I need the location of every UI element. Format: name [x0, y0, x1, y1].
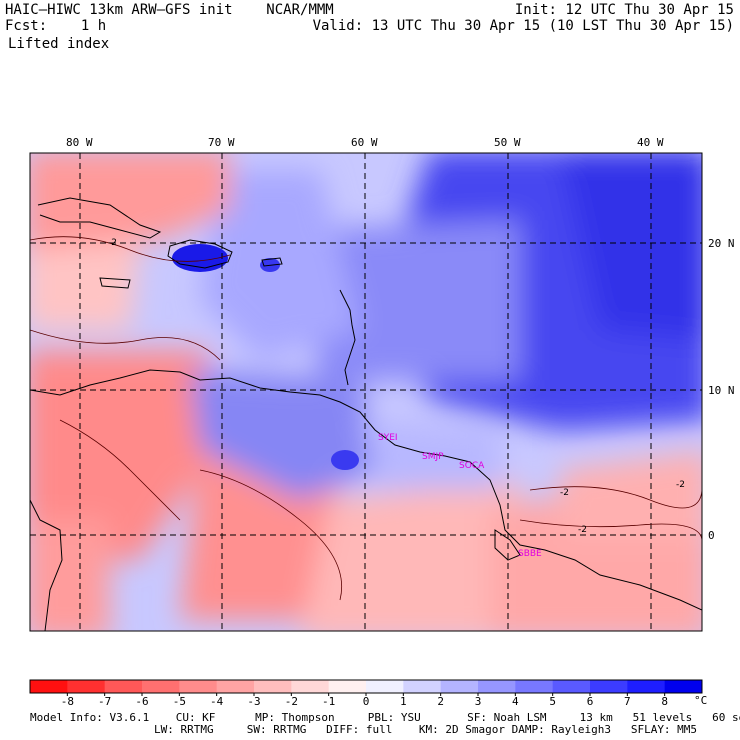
- lon-labels: 80 W 70 W 60 W 50 W 40 W: [66, 136, 664, 149]
- colorbar-swatch: [67, 680, 106, 693]
- lon-label-70w: 70 W: [208, 136, 235, 149]
- lon-label-50w: 50 W: [494, 136, 521, 149]
- contour-label: -2: [560, 488, 569, 498]
- colorbar: [29, 679, 703, 696]
- station-syei: SYEI: [378, 433, 398, 443]
- lat-labels: 20 N 10 N 0: [708, 237, 735, 542]
- colorbar-swatch: [627, 680, 666, 693]
- lifted-index-field: [30, 153, 702, 631]
- colorbar-label: -6: [135, 695, 148, 708]
- model-info-line-2: LW: RRTMG SW: RRTMG DIFF: full KM: 2D Sm…: [154, 723, 698, 736]
- stations: SYEI SMJP SOCA SBBE: [378, 433, 542, 559]
- forecast-hour: Fcst: 1 h: [5, 18, 107, 34]
- station-sbbe: SBBE: [518, 549, 542, 559]
- colorbar-label: 4: [512, 695, 519, 708]
- station-soca: SOCA: [459, 461, 485, 471]
- colorbar-labels: -8 -7 -6 -5 -4 -3 -2 -1 0 1 2 3 4 5 6 7 8: [61, 695, 668, 708]
- coastlines: [30, 197, 702, 631]
- colorbar-swatch: [142, 680, 180, 693]
- colorbar-swatch: [291, 680, 330, 693]
- lon-label-40w: 40 W: [637, 136, 664, 149]
- contour-label: -2: [578, 525, 587, 535]
- contour-label: -2: [108, 238, 117, 248]
- colorbar-label: -4: [210, 695, 224, 708]
- init-time: Init: 12 UTC Thu 30 Apr 15: [514, 2, 734, 18]
- colorbar-swatch: [328, 680, 367, 693]
- colorbar-label: -7: [98, 695, 111, 708]
- lat-label-10n: 10 N: [708, 384, 735, 397]
- colorbar-label: 2: [437, 695, 444, 708]
- colorbar-unit: °C: [694, 694, 707, 707]
- colorbar-swatch: [104, 680, 143, 693]
- lat-label-20n: 20 N: [708, 237, 735, 250]
- colorbar-swatch: [254, 680, 292, 693]
- colorbar-label: 7: [624, 695, 631, 708]
- colorbar-label: 6: [587, 695, 594, 708]
- colorbar-label: 3: [475, 695, 482, 708]
- model-info-line-1: Model Info: V3.6.1 CU: KF MP: Thompson P…: [30, 711, 740, 724]
- colorbar-label: 0: [363, 695, 370, 708]
- colorbar-swatch: [552, 680, 591, 693]
- station-smjp: SMJP: [422, 452, 444, 462]
- lon-label-80w: 80 W: [66, 136, 93, 149]
- colorbar-label: -5: [173, 695, 186, 708]
- colorbar-label: -1: [322, 695, 335, 708]
- colorbar-label: 8: [661, 695, 668, 708]
- colorbar-label: -2: [285, 695, 298, 708]
- contours: [30, 236, 702, 601]
- field-name: Lifted index: [8, 36, 110, 52]
- colorbar-label: -3: [247, 695, 260, 708]
- lat-label-0: 0: [708, 529, 715, 542]
- valid-time: Valid: 13 UTC Thu 30 Apr 15 (10 LST Thu …: [312, 18, 734, 34]
- lat-lon-grid: [30, 153, 702, 631]
- map-frame: [29, 152, 703, 632]
- colorbar-label: -8: [61, 695, 74, 708]
- colorbar-label: 1: [400, 695, 407, 708]
- colorbar-swatch: [664, 680, 703, 693]
- colorbar-swatch: [403, 680, 442, 693]
- colorbar-swatch: [179, 680, 218, 693]
- colorbar-swatch: [478, 680, 516, 693]
- colorbar-swatch: [216, 680, 255, 693]
- lon-label-60w: 60 W: [351, 136, 378, 149]
- colorbar-swatch: [440, 680, 479, 693]
- colorbar-swatch: [515, 680, 554, 693]
- colorbar-swatch: [366, 680, 404, 693]
- colorbar-swatch: [590, 680, 628, 693]
- colorbar-swatch: [30, 680, 68, 693]
- colorbar-label: 5: [549, 695, 556, 708]
- contour-label: -2: [676, 480, 685, 490]
- contour-labels: -2 -2 -2 -2: [108, 238, 685, 535]
- model-title: HAIC–HIWC 13km ARW–GFS init NCAR/MMM: [5, 2, 334, 18]
